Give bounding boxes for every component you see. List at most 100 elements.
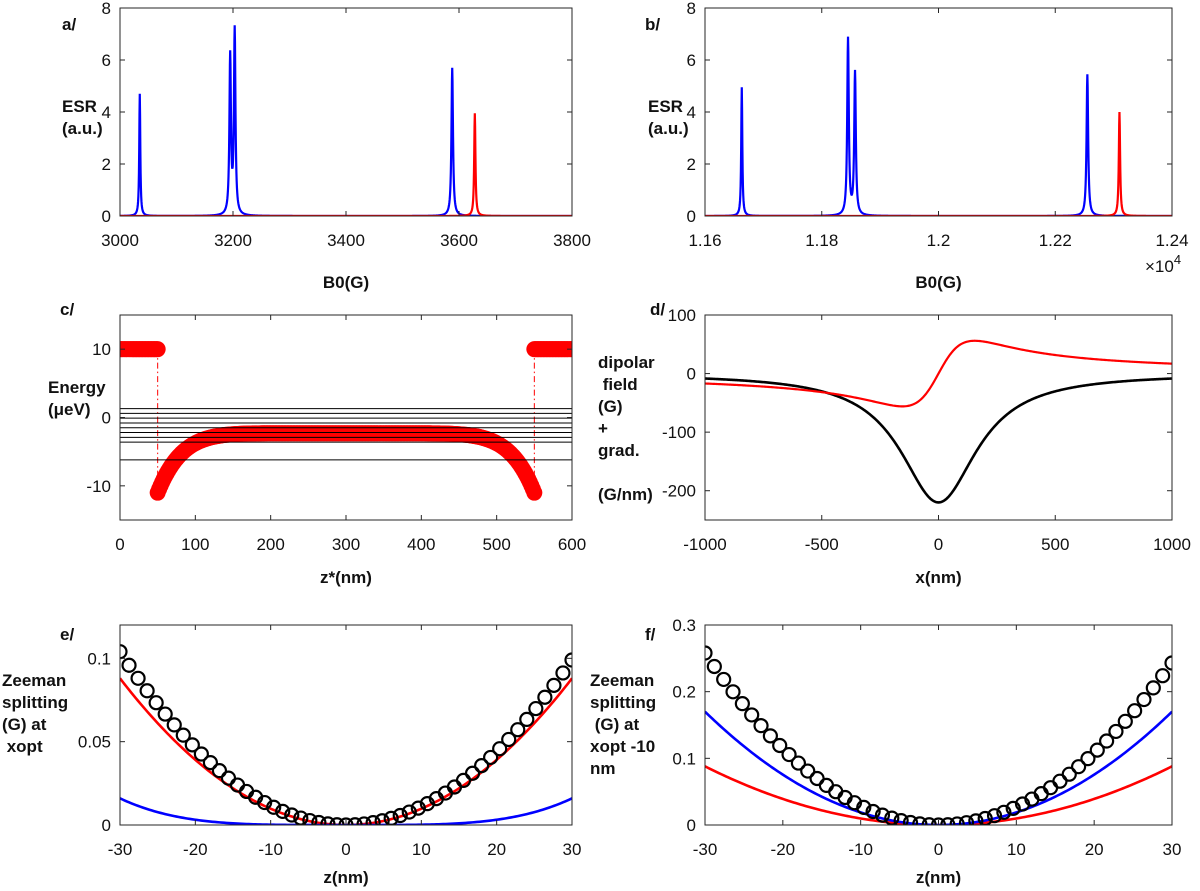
y-tick-label: 6 [687, 51, 696, 70]
data-point [996, 804, 1012, 820]
data-point [958, 815, 975, 825]
x-axis-label: z*(nm) [320, 568, 372, 587]
y-axis-label: ESR (a.u.) [648, 97, 689, 138]
data-point [968, 813, 984, 825]
data-point [1117, 713, 1133, 729]
data-point [148, 695, 164, 711]
y-tick-label: -100 [662, 423, 696, 442]
series-line-blue [705, 710, 1172, 825]
data-point [266, 799, 282, 815]
x-axis-label: z(nm) [323, 868, 368, 887]
data-point [1042, 780, 1059, 796]
x-tick-label: 30 [1163, 840, 1182, 859]
data-point [706, 658, 722, 675]
data-point [865, 803, 881, 820]
data-point [1052, 773, 1068, 789]
data-point [1080, 751, 1096, 767]
y-tick-label: 10 [92, 340, 111, 359]
data-point [1136, 691, 1152, 708]
series-line-blue [120, 25, 572, 216]
y-tick-label: 6 [102, 51, 111, 70]
data-point [166, 717, 182, 733]
data-point [464, 765, 481, 781]
x-tick-label: -500 [805, 535, 839, 554]
data-point [1108, 723, 1124, 740]
data-point [320, 816, 336, 825]
data-point [1164, 655, 1172, 671]
chart-panel-f: -30 -20 -10 0 10 20 30 0 0.1 0.2 0.3 f/z(nm) Zeeman s… [590, 616, 1181, 887]
data-point [157, 706, 173, 722]
data-point [401, 804, 417, 820]
x-tick-label: -20 [771, 840, 796, 859]
series-circles-total [120, 644, 572, 825]
series-line-blue [120, 797, 572, 825]
chart-panel-c: 0 100 200 300 400 500 600 -10 0 10 c/z*(nm) Energy(… [48, 300, 586, 587]
series-line-gradient [705, 339, 1172, 408]
data-point [392, 807, 408, 824]
x-tick-label: -30 [693, 840, 718, 859]
data-point [874, 807, 891, 823]
data-point [410, 800, 426, 816]
data-point [986, 808, 1003, 824]
data-point [1099, 733, 1115, 749]
y-tick-label: -200 [662, 482, 696, 501]
data-point [1127, 703, 1143, 719]
y-axis-label: dipolar field (G) + grad. (G/nm) [598, 353, 655, 504]
x-axis-label: B0(G) [915, 273, 961, 292]
data-point [202, 754, 218, 771]
y-tick-label: 4 [687, 103, 696, 122]
y-tick-label: 0 [102, 207, 111, 226]
panel-label: e/ [60, 625, 74, 644]
x-tick-label: 1.2 [927, 231, 951, 250]
x-tick-label: 1000 [1153, 535, 1191, 554]
x-tick-label: 20 [487, 840, 506, 859]
data-point [220, 770, 237, 786]
data-point [949, 816, 965, 825]
data-point [284, 807, 300, 823]
x-axis-label: z(nm) [916, 868, 961, 887]
x-tick-label: 600 [558, 535, 586, 554]
potential-point [526, 484, 543, 501]
x-tick-label: 3200 [214, 231, 252, 250]
data-point [483, 749, 499, 766]
data-point [474, 757, 490, 774]
data-point [130, 670, 146, 686]
x-tick-label: -20 [183, 840, 208, 859]
x-tick-label: 0 [934, 840, 943, 859]
y-tick-label: 0.3 [672, 616, 696, 635]
data-point [1145, 680, 1161, 696]
data-point [705, 645, 713, 661]
data-point [930, 817, 947, 825]
data-point [893, 813, 909, 825]
panel-label: f/ [645, 625, 656, 644]
data-point [734, 696, 750, 712]
y-axis-label: Energy (μeV) [48, 378, 106, 419]
x-tick-label: 3800 [553, 231, 591, 250]
data-point [510, 722, 526, 738]
data-point [790, 755, 807, 771]
data-point [257, 794, 273, 811]
y-tick-label: 0.1 [672, 749, 696, 768]
data-point [809, 770, 825, 787]
panel-label: a/ [62, 15, 76, 34]
x-tick-label: 0 [934, 535, 943, 554]
plot-area [120, 341, 572, 501]
chart-panel-a: 3000 3200 3400 3600 3800 0 2 4 6 8 a/B0(G) ESR (a.u.… [62, 0, 591, 292]
x-tick-label: -10 [258, 840, 283, 859]
y-axis-label: Zeeman splitting (G) at xopt -10 nm [590, 671, 656, 778]
data-point [1089, 742, 1105, 758]
y-tick-label: 0 [687, 365, 696, 384]
x-tick-label: -1000 [683, 535, 726, 554]
y-tick-label: 0 [102, 816, 111, 835]
data-point [338, 817, 354, 825]
series-line-blue [705, 36, 1172, 216]
y-tick-label: 100 [668, 306, 696, 325]
series-circles-total [705, 645, 1172, 825]
axes-box [704, 314, 1173, 521]
x-axis-exponent: ×104 [1145, 252, 1181, 276]
y-tick-label: 2 [102, 155, 111, 174]
data-point [781, 746, 797, 763]
axes-box [704, 7, 1173, 217]
x-tick-label: 200 [256, 535, 284, 554]
